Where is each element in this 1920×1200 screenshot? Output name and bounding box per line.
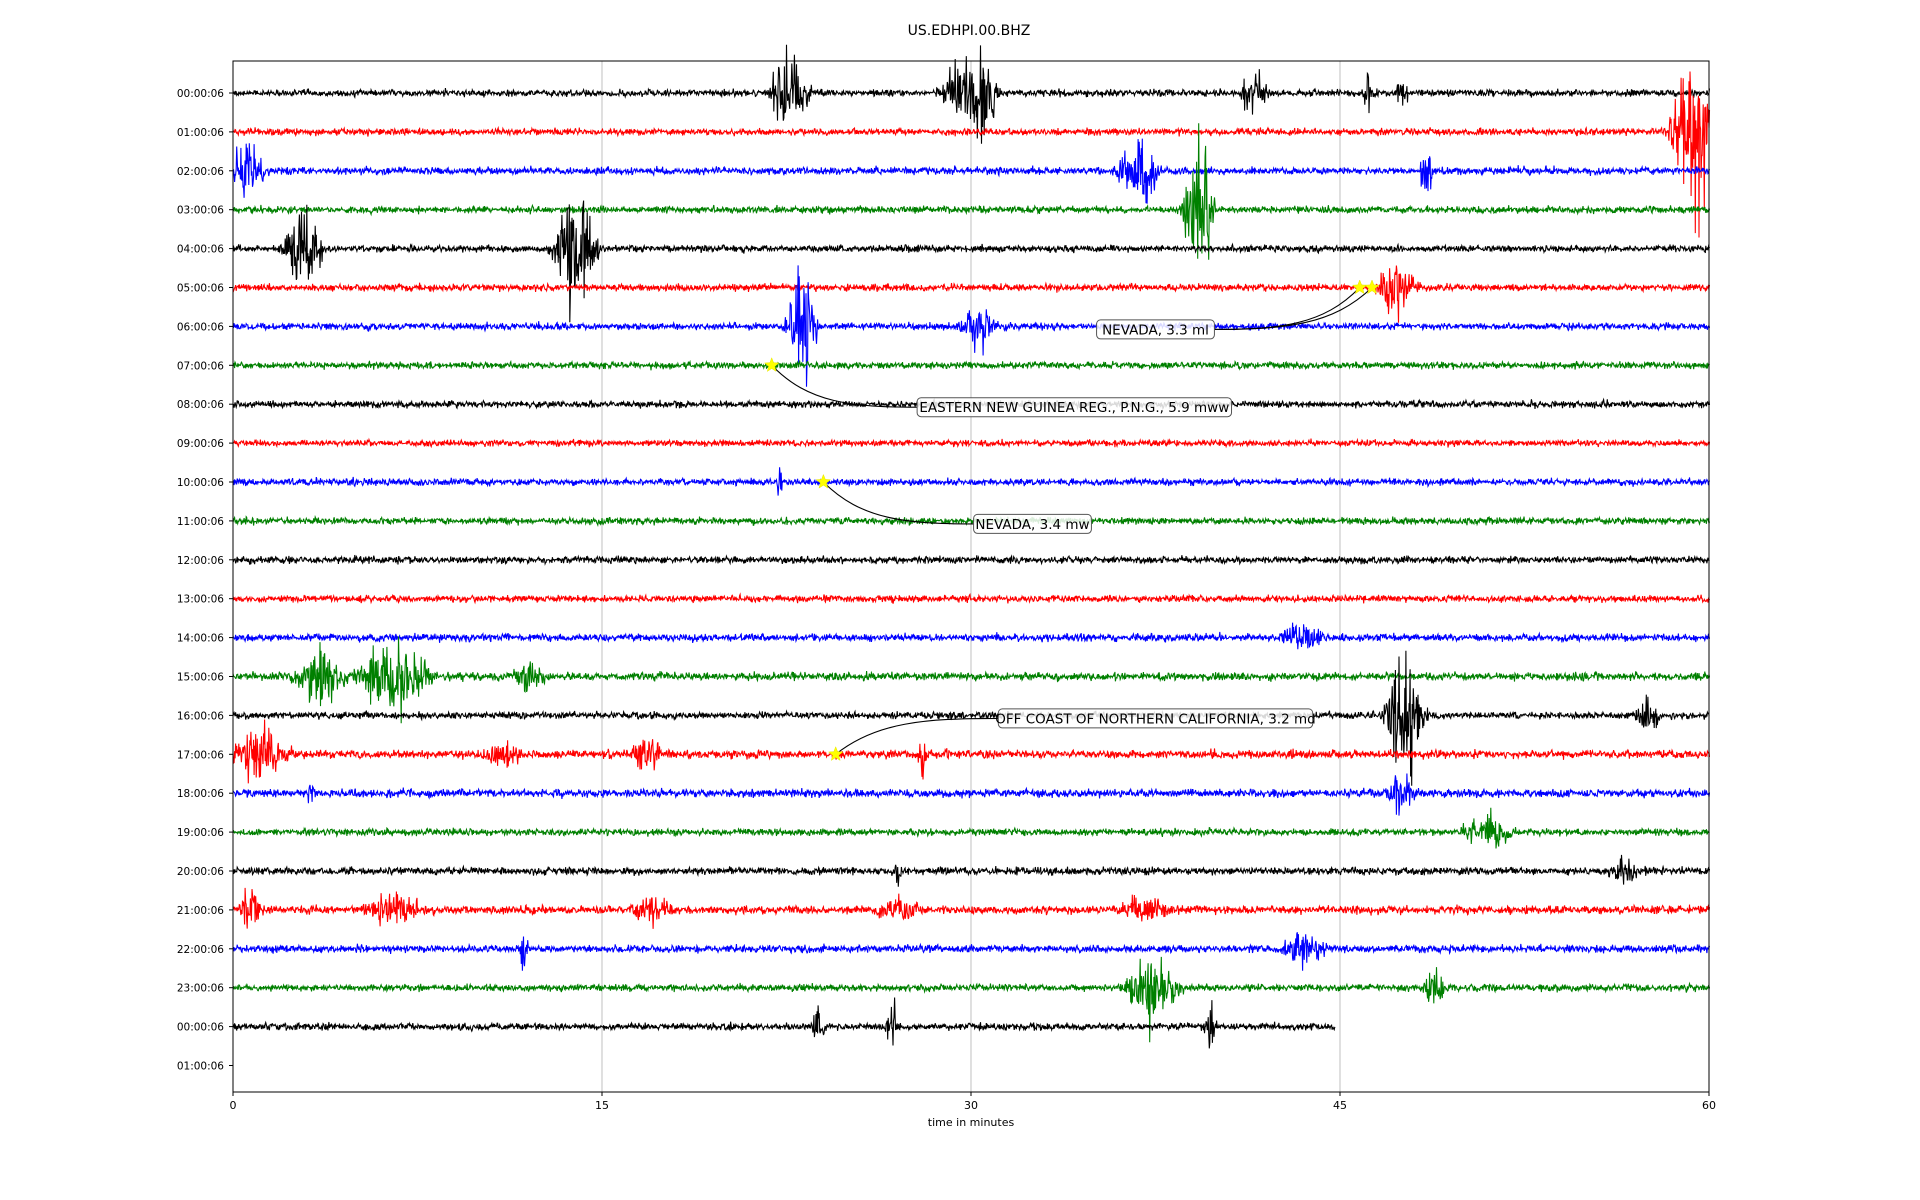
callout-box — [973, 513, 1092, 534]
trace-row-20 — [232, 854, 1711, 887]
y-tick-label: 22:00:06 — [177, 944, 224, 956]
trace-row-3 — [232, 123, 1711, 260]
callout-label: EASTERN NEW GUINEA REG., P.N.G., 5.9 mww — [919, 400, 1229, 416]
plot-frame — [232, 60, 1710, 1093]
trace-row-17 — [232, 719, 1711, 784]
trace-row-10 — [232, 467, 1711, 496]
trace-row-7 — [232, 359, 1710, 371]
trace-row-9 — [232, 437, 1711, 449]
y-tick-label: 16:00:06 — [177, 710, 224, 722]
trace-row-15 — [232, 636, 1711, 724]
event-star — [1364, 279, 1380, 295]
callout-box — [1096, 319, 1215, 340]
y-tick-label: 08:00:06 — [177, 399, 224, 411]
y-tick-label: 03:00:06 — [177, 205, 224, 217]
y-tick-label: 17:00:06 — [177, 749, 224, 761]
trace-row-5 — [232, 265, 1711, 323]
row-time-labels: 00:00:06 01:00:06 02:00:06 03:00:06 04:00:06… — [177, 88, 233, 1073]
callout-label: NEVADA, 3.4 mw — [975, 517, 1089, 533]
x-axis: 0 15 30 45 60 — [230, 1092, 1716, 1112]
grid-lines — [601, 61, 1341, 1092]
trace-row-16 — [232, 650, 1710, 786]
seismogram-traces — [232, 44, 1711, 1049]
x-tick-label: 15 — [595, 1099, 609, 1112]
trace-row-24 — [232, 997, 1336, 1049]
callout-connector — [823, 481, 974, 525]
trace-row-2 — [232, 138, 1711, 204]
y-tick-label: 18:00:06 — [177, 788, 224, 800]
y-tick-label: 06:00:06 — [177, 321, 224, 333]
event-star — [815, 473, 832, 489]
y-tick-label: 10:00:06 — [177, 477, 224, 489]
y-tick-label: 20:00:06 — [177, 866, 224, 878]
y-tick-label: 13:00:06 — [177, 594, 224, 606]
y-tick-label: 19:00:06 — [177, 827, 224, 839]
x-tick-label: 45 — [1333, 1099, 1347, 1112]
y-tick-label: 23:00:06 — [177, 983, 224, 995]
y-tick-label: 12:00:06 — [177, 555, 224, 567]
trace-row-22 — [232, 932, 1711, 971]
trace-row-14 — [232, 622, 1711, 650]
trace-row-13 — [232, 592, 1711, 605]
event-callouts: NEVADA, 3.3 ml EASTERN NEW GUINEA REG., P… — [771, 287, 1373, 755]
y-tick-label: 11:00:06 — [177, 516, 224, 528]
x-tick-label: 0 — [230, 1099, 237, 1112]
y-tick-label: 15:00:06 — [177, 672, 224, 684]
y-tick-label: 14:00:06 — [177, 633, 224, 645]
callout-label: NEVADA, 3.3 ml — [1102, 322, 1209, 338]
trace-row-21 — [232, 887, 1711, 929]
event-star — [827, 746, 844, 761]
trace-row-18 — [232, 773, 1711, 816]
y-tick-label: 05:00:06 — [177, 283, 224, 295]
callout-connector — [771, 364, 918, 408]
x-tick-label: 60 — [1702, 1099, 1716, 1112]
callout-label: OFF COAST OF NORTHERN CALIFORNIA, 3.2 md — [995, 711, 1315, 727]
y-tick-label: 09:00:06 — [177, 438, 224, 450]
x-axis-label: time in minutes — [928, 1116, 1015, 1129]
chart-title: US.EDHPI.00.BHZ — [908, 23, 1031, 39]
y-tick-label: 04:00:06 — [177, 244, 224, 256]
trace-row-12 — [232, 554, 1710, 566]
x-tick-label: 30 — [964, 1099, 978, 1112]
y-tick-label: 02:00:06 — [177, 166, 224, 178]
trace-row-11 — [232, 514, 1711, 528]
callout-box — [916, 397, 1233, 418]
y-tick-label: 07:00:06 — [177, 360, 224, 372]
trace-row-23 — [232, 956, 1711, 1043]
y-tick-label: 01:00:06 — [177, 127, 224, 139]
y-tick-label: 00:00:06 — [177, 88, 224, 100]
trace-row-1 — [232, 71, 1711, 238]
trace-row-4 — [232, 200, 1710, 323]
y-tick-label: 00:00:06 — [177, 1022, 224, 1034]
trace-row-19 — [232, 807, 1710, 849]
y-tick-label: 01:00:06 — [177, 1061, 224, 1073]
callout-connector — [835, 717, 999, 755]
event-markers — [763, 279, 1380, 761]
callout-box — [997, 708, 1314, 729]
event-star — [763, 357, 780, 372]
trace-row-0 — [232, 44, 1711, 144]
y-tick-label: 21:00:06 — [177, 905, 224, 917]
trace-row-6 — [232, 265, 1711, 387]
callout-connector — [1214, 287, 1373, 330]
